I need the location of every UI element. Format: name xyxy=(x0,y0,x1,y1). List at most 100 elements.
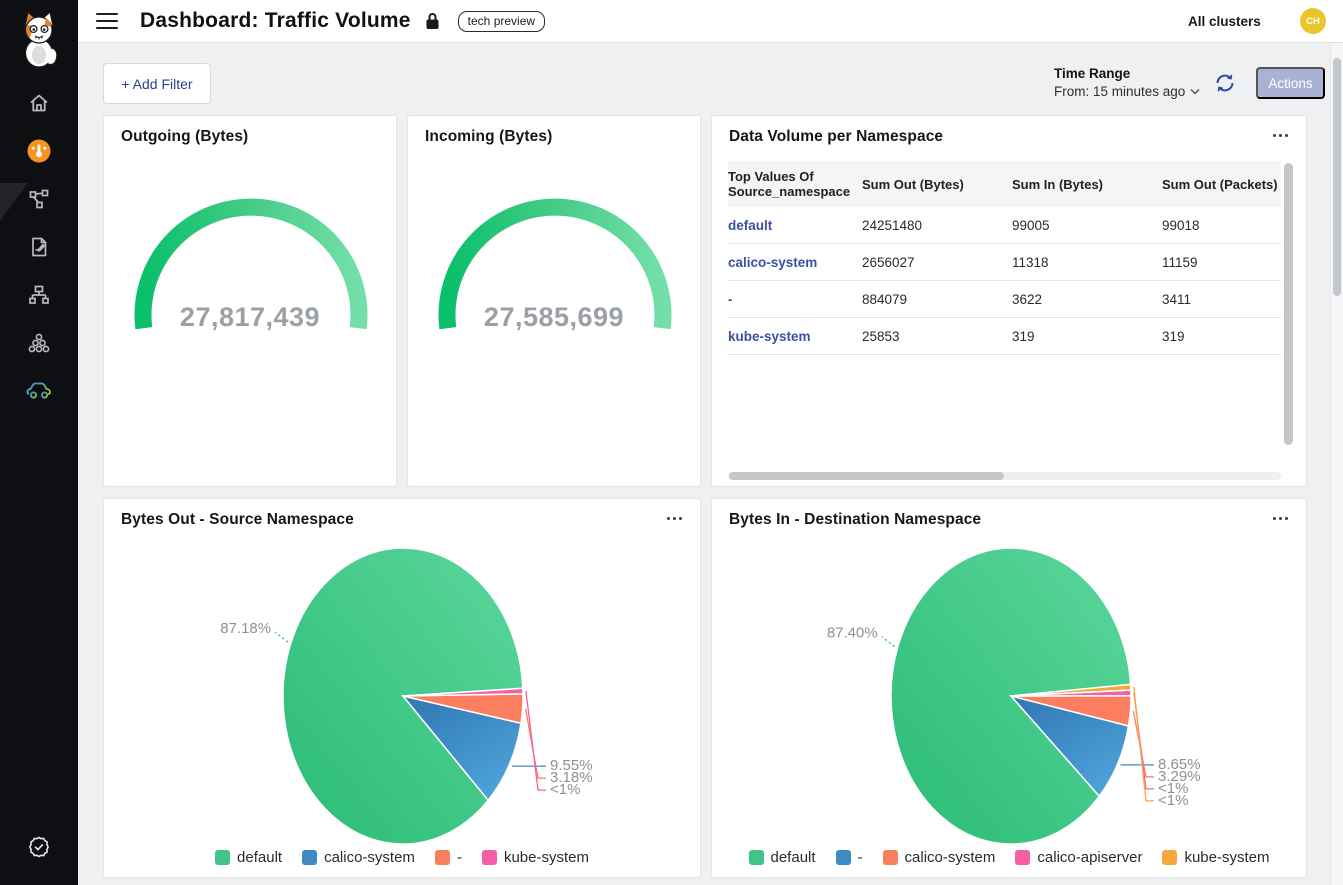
column-header-sum-out-packets[interactable]: Sum Out (Packets) xyxy=(1162,176,1278,192)
cell-sum-in-bytes: 99005 xyxy=(1012,218,1050,233)
sidebar-item-home[interactable] xyxy=(17,81,61,125)
cell-sum-out-bytes: 25853 xyxy=(862,329,900,344)
cell-sum-out-packets: 99018 xyxy=(1162,218,1200,233)
pie-slice-calico-system[interactable] xyxy=(401,694,522,802)
column-header-source-namespace[interactable]: Top Values Of Source_namespace xyxy=(728,169,851,199)
pie-label--: 8.65% xyxy=(1158,756,1201,773)
legend-item-default[interactable]: default xyxy=(215,849,282,866)
legend-item--[interactable]: - xyxy=(434,849,462,866)
compliance-badge-icon xyxy=(29,836,49,858)
legend-item-calico-system[interactable]: calico-system xyxy=(302,849,415,866)
sidebar-item-caliq[interactable] xyxy=(17,368,61,412)
legend-item-kube-system[interactable]: kube-system xyxy=(1162,849,1269,866)
legend-label: default xyxy=(237,849,283,866)
lock-icon xyxy=(426,13,439,29)
gauge-arc xyxy=(438,198,672,330)
legend-swatch xyxy=(215,850,231,865)
namespace-link[interactable]: calico-system xyxy=(728,255,818,270)
legend-item-default[interactable]: default xyxy=(748,849,816,866)
legend-label: default xyxy=(770,849,816,866)
pie-chart-bytes-out[interactable]: 87.18% 9.55%3.18%<1% xyxy=(104,499,702,844)
gauge-value: 27,817,439 xyxy=(179,302,321,332)
top-bar: Dashboard: Traffic Volume tech preview A… xyxy=(78,0,1343,43)
card-bytes-in-pie: Bytes In - Destination Namespace 87.40% 8… xyxy=(711,498,1307,878)
cell-sum-out-packets: 319 xyxy=(1162,329,1185,344)
namespace-link[interactable]: - xyxy=(728,292,733,307)
gauge-value: 27,585,699 xyxy=(483,302,625,332)
car-icon xyxy=(26,382,51,399)
legend-swatch xyxy=(748,850,764,865)
card-menu-icon[interactable] xyxy=(1272,517,1288,521)
card-title: Bytes Out - Source Namespace xyxy=(121,511,354,528)
table-horizontal-scrollbar[interactable] xyxy=(729,472,1004,480)
table-row: kube-system 25853 319 319 xyxy=(728,318,1281,355)
pie-slice-kube-system[interactable] xyxy=(1010,683,1132,697)
cell-sum-out-packets: 11159 xyxy=(1162,255,1198,270)
chevron-down-icon xyxy=(1190,88,1200,95)
pie-label--: 3.18% xyxy=(550,769,593,786)
legend-label: calico-system xyxy=(324,849,415,866)
flow-logs-icon xyxy=(32,237,47,257)
gauge-arc xyxy=(134,198,368,330)
namespace-link[interactable]: default xyxy=(728,218,773,233)
add-filter-button[interactable]: + Add Filter xyxy=(103,63,211,104)
table-viewport: Top Values Of Source_namespace Sum Out (… xyxy=(728,161,1281,471)
legend-item-kube-system[interactable]: kube-system xyxy=(481,849,589,866)
network-tree-icon xyxy=(29,285,49,304)
calico-cat-logo[interactable] xyxy=(16,8,62,68)
cell-sum-in-bytes: 11318 xyxy=(1012,255,1049,270)
sidebar-item-network[interactable] xyxy=(17,273,61,317)
label-leader-line xyxy=(524,708,546,779)
cell-sum-out-packets: 3411 xyxy=(1162,292,1192,307)
pie-label-calico-apiserver: <1% xyxy=(1158,780,1188,797)
sidebar-item-flow-logs[interactable] xyxy=(17,225,61,269)
tech-preview-badge: tech preview xyxy=(457,10,546,32)
table-horizontal-scrollbar-track xyxy=(728,472,1281,480)
gauge-chart-incoming xyxy=(438,198,672,330)
card-bytes-out-pie: Bytes Out - Source Namespace 87.18% 9.55%… xyxy=(103,498,701,878)
namespace-link[interactable]: kube-system xyxy=(728,329,811,344)
chart-legend: default calico-system - kube-system xyxy=(104,849,700,866)
page-scrollbar[interactable] xyxy=(1333,58,1341,296)
legend-swatch xyxy=(302,850,318,865)
sidebar-item-service-graph[interactable] xyxy=(17,177,61,221)
legend-swatch xyxy=(434,850,450,865)
sidebar-item-compliance[interactable] xyxy=(17,825,61,869)
label-leader-line xyxy=(1132,711,1154,778)
legend-label: kube-system xyxy=(1184,849,1270,866)
pie-chart-bytes-in[interactable]: 87.40%8.65%3.29%<1%<1% xyxy=(712,499,1308,844)
cell-sum-out-bytes: 2656027 xyxy=(862,255,915,270)
legend-item-calico-system[interactable]: calico-system xyxy=(882,849,995,866)
card-title: Bytes In - Destination Namespace xyxy=(729,511,982,528)
legend-item--[interactable]: - xyxy=(835,849,863,866)
home-icon xyxy=(30,94,48,112)
card-menu-icon[interactable] xyxy=(1272,134,1288,138)
cluster-selector[interactable]: All clusters xyxy=(1188,14,1261,29)
sidebar-item-dashboards[interactable] xyxy=(17,129,61,173)
time-range-label: Time Range xyxy=(1054,66,1131,81)
card-title: Incoming (Bytes) xyxy=(425,128,553,145)
column-header-sum-in-bytes[interactable]: Sum In (Bytes) xyxy=(1012,176,1104,192)
sidebar-item-clusters[interactable] xyxy=(17,321,61,365)
avatar[interactable]: CH xyxy=(1300,8,1326,34)
card-title: Data Volume per Namespace xyxy=(729,128,944,145)
legend-item-calico-apiserver[interactable]: calico-apiserver xyxy=(1015,849,1142,866)
pie-slice-kube-system[interactable] xyxy=(402,687,524,697)
menu-icon[interactable] xyxy=(96,13,118,29)
cell-sum-in-bytes: 3622 xyxy=(1012,292,1043,307)
column-header-sum-out-bytes[interactable]: Sum Out (Bytes) xyxy=(862,176,964,192)
actions-button[interactable]: Actions xyxy=(1256,67,1325,99)
card-menu-icon[interactable] xyxy=(666,517,682,521)
pie-label-kube-system: <1% xyxy=(1158,792,1188,809)
card-outgoing-bytes: Outgoing (Bytes) 27,817,439 xyxy=(103,115,397,487)
legend-label: kube-system xyxy=(503,849,589,866)
time-range-selector[interactable]: Time Range From: 15 minutes ago xyxy=(1054,66,1200,99)
refresh-icon[interactable] xyxy=(1214,72,1236,94)
table-header-row: Top Values Of Source_namespace Sum Out (… xyxy=(728,161,1281,207)
page-title: Dashboard: Traffic Volume xyxy=(140,9,411,32)
chart-legend: default - calico-system calico-apiserver kub… xyxy=(712,849,1306,866)
table-vertical-scrollbar[interactable] xyxy=(1284,163,1293,445)
table-row: calico-system 2656027 11318 11159 xyxy=(728,244,1281,281)
time-range-value: From: 15 minutes ago xyxy=(1054,84,1186,99)
